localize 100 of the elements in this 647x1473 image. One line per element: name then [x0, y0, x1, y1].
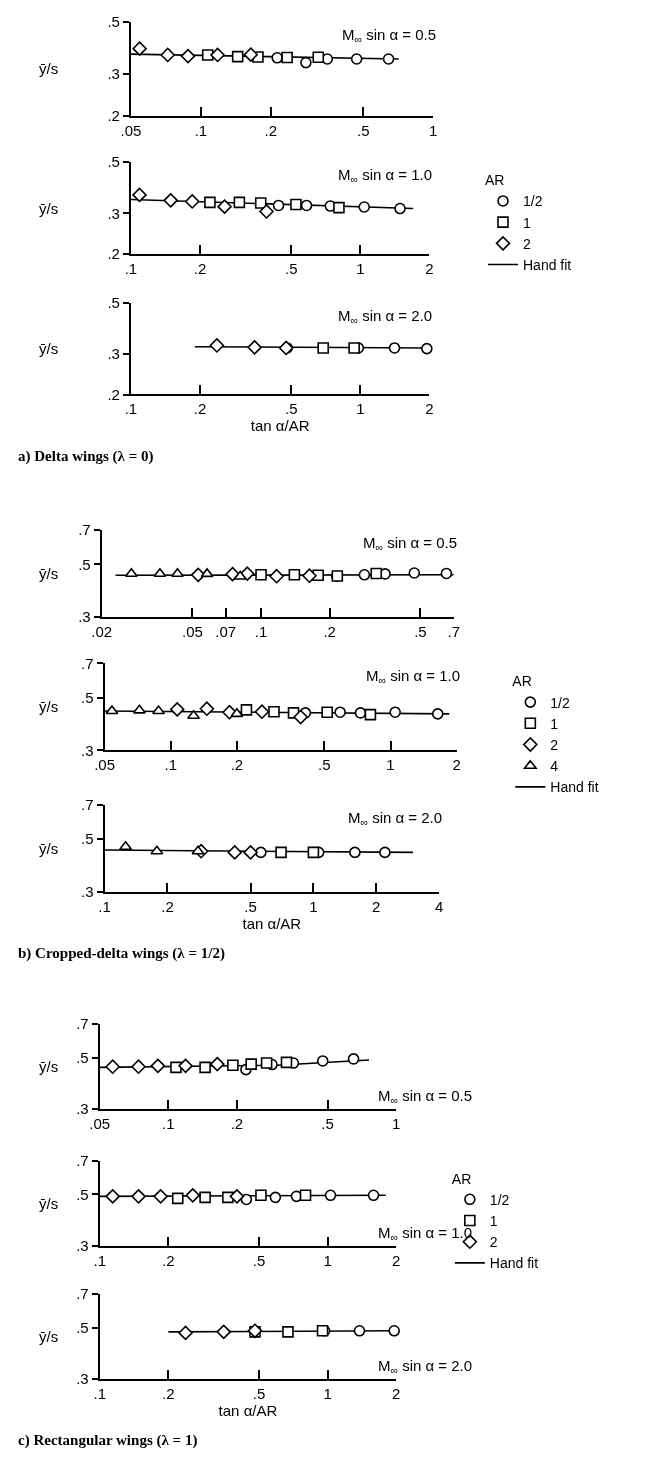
y-tick-label: .3 — [107, 345, 120, 363]
x-tick-label: 1 — [392, 1115, 401, 1133]
y-tick-label: .5 — [81, 689, 94, 707]
y-tick-label: .5 — [76, 1319, 89, 1337]
x-axis-title: tan α/AR — [250, 417, 310, 435]
legend-label: 2 — [523, 235, 532, 252]
x-tick-label: 2 — [392, 1251, 401, 1269]
y-axis-title: ȳ/s — [39, 200, 59, 217]
x-tick-label: 1 — [323, 1385, 332, 1402]
legend-label: Hand fit — [523, 257, 572, 274]
text: c) Rectangular wings (λ = 1) — [18, 1432, 198, 1449]
x-tick-label: 1 — [429, 121, 438, 139]
x-axis-title: tan α/AR — [242, 914, 302, 932]
y-tick-label: .3 — [76, 1370, 89, 1388]
x-tick-label: .1 — [124, 400, 138, 418]
x-tick-label: .05 — [94, 756, 116, 774]
x-tick-label: 2 — [425, 400, 434, 418]
x-tick-label: .5 — [321, 1115, 334, 1133]
x-tick-label: .2 — [193, 400, 207, 418]
y-tick-label: .3 — [107, 204, 120, 222]
legend-label: 1 — [523, 214, 532, 231]
annotation: M$_{∞}$ sin α = 0.5 — [378, 1087, 473, 1107]
y-tick-label: .2 — [107, 245, 120, 263]
y-tick-label: .3 — [76, 1100, 89, 1118]
x-tick-label: .5 — [285, 260, 298, 278]
x-tick-label: .7 — [447, 622, 460, 640]
x-axis-title: tan α/AR — [218, 1402, 278, 1419]
y-tick-label: .2 — [107, 107, 120, 124]
x-tick-label: .5 — [414, 622, 427, 640]
y-tick-label: .3 — [78, 608, 91, 626]
annotation: M$_{∞}$ sin α = 2.0 — [338, 307, 433, 327]
x-tick-label: .1 — [98, 897, 111, 915]
x-tick-label: 4 — [434, 897, 444, 915]
annotation: M$_{∞}$ sin α = 1.0 — [378, 1224, 473, 1244]
y-tick-label: .5 — [107, 293, 120, 311]
x-tick-label: 1 — [386, 756, 395, 774]
x-tick-label: .5 — [285, 400, 298, 418]
x-tick-label: .5 — [252, 1251, 266, 1269]
y-axis-title: ȳ/s — [39, 1195, 59, 1212]
text: a) Delta wings (λ = 0) — [18, 448, 154, 465]
y-tick-label: .7 — [81, 795, 94, 813]
y-tick-label: .5 — [76, 1185, 89, 1203]
legend-label: 2 — [489, 1234, 498, 1251]
x-tick-label: .5 — [244, 897, 257, 915]
x-tick-label: .2 — [230, 756, 244, 774]
x-tick-label: .1 — [254, 622, 268, 640]
legend-title: AR — [485, 172, 505, 189]
y-axis-title: ȳ/s — [39, 1328, 59, 1345]
x-tick-label: 1 — [323, 1251, 332, 1269]
y-tick-label: .5 — [81, 830, 94, 848]
y-tick-label: .5 — [76, 1049, 89, 1067]
x-tick-label: .2 — [193, 260, 207, 278]
x-tick-label: .1 — [194, 121, 208, 139]
legend-label: 1 — [550, 715, 559, 732]
x-tick-label: .1 — [164, 756, 178, 774]
x-tick-label: 2 — [372, 897, 381, 915]
legend-label: 1/2 — [523, 193, 543, 210]
annotation: M$_{∞}$ sin α = 0.5 — [342, 26, 437, 46]
x-tick-label: 2 — [425, 260, 434, 278]
annotation: M$_{∞}$ sin α = 1.0 — [338, 166, 433, 186]
x-tick-label: .5 — [252, 1385, 266, 1402]
text: b) Cropped-delta wings (λ = 1/2) — [18, 945, 225, 962]
y-tick-label: .7 — [76, 1285, 89, 1303]
y-axis-title: ȳ/s — [39, 698, 59, 715]
x-tick-label: 2 — [392, 1385, 401, 1402]
x-tick-label: .5 — [357, 121, 370, 139]
annotation: M$_{∞}$ sin α = 2.0 — [348, 809, 443, 829]
legend-label: 2 — [550, 736, 559, 753]
y-tick-label: .3 — [76, 1236, 89, 1254]
annotation: M$_{∞}$ sin α = 1.0 — [366, 667, 461, 687]
y-tick-label: .5 — [78, 555, 91, 573]
y-tick-label: .3 — [81, 882, 94, 900]
x-tick-label: 2 — [452, 756, 461, 774]
y-tick-label: .3 — [107, 65, 120, 83]
x-tick-label: .2 — [162, 1251, 175, 1269]
y-tick-label: .5 — [107, 13, 120, 31]
x-tick-label: .1 — [93, 1385, 106, 1402]
legend-label: 1/2 — [550, 694, 570, 711]
x-tick-label: .02 — [91, 622, 113, 640]
legend-label: 1/2 — [489, 1191, 510, 1208]
y-axis-title: ȳ/s — [39, 565, 59, 582]
legend-label: Hand fit — [550, 779, 599, 796]
x-tick-label: .05 — [181, 622, 203, 640]
annotation: M$_{∞}$ sin α = 0.5 — [363, 534, 458, 554]
y-tick-label: .2 — [107, 385, 120, 403]
annotation: M$_{∞}$ sin α = 2.0 — [378, 1357, 473, 1377]
x-tick-label: .2 — [230, 1115, 244, 1133]
x-tick-label: .05 — [89, 1115, 111, 1133]
x-tick-label: 1 — [356, 400, 365, 418]
x-tick-label: .05 — [120, 121, 142, 139]
y-axis-title: ȳ/s — [39, 340, 59, 357]
x-tick-label: .1 — [93, 1251, 106, 1269]
y-tick-label: .7 — [78, 521, 91, 539]
x-tick-label: .2 — [323, 622, 336, 640]
x-tick-label: 1 — [356, 260, 365, 278]
y-axis-title: ȳ/s — [39, 1058, 59, 1075]
x-tick-label: .07 — [215, 622, 237, 640]
legend-title: AR — [512, 673, 532, 690]
legend-title: AR — [451, 1170, 472, 1187]
x-tick-label: .2 — [161, 897, 174, 915]
